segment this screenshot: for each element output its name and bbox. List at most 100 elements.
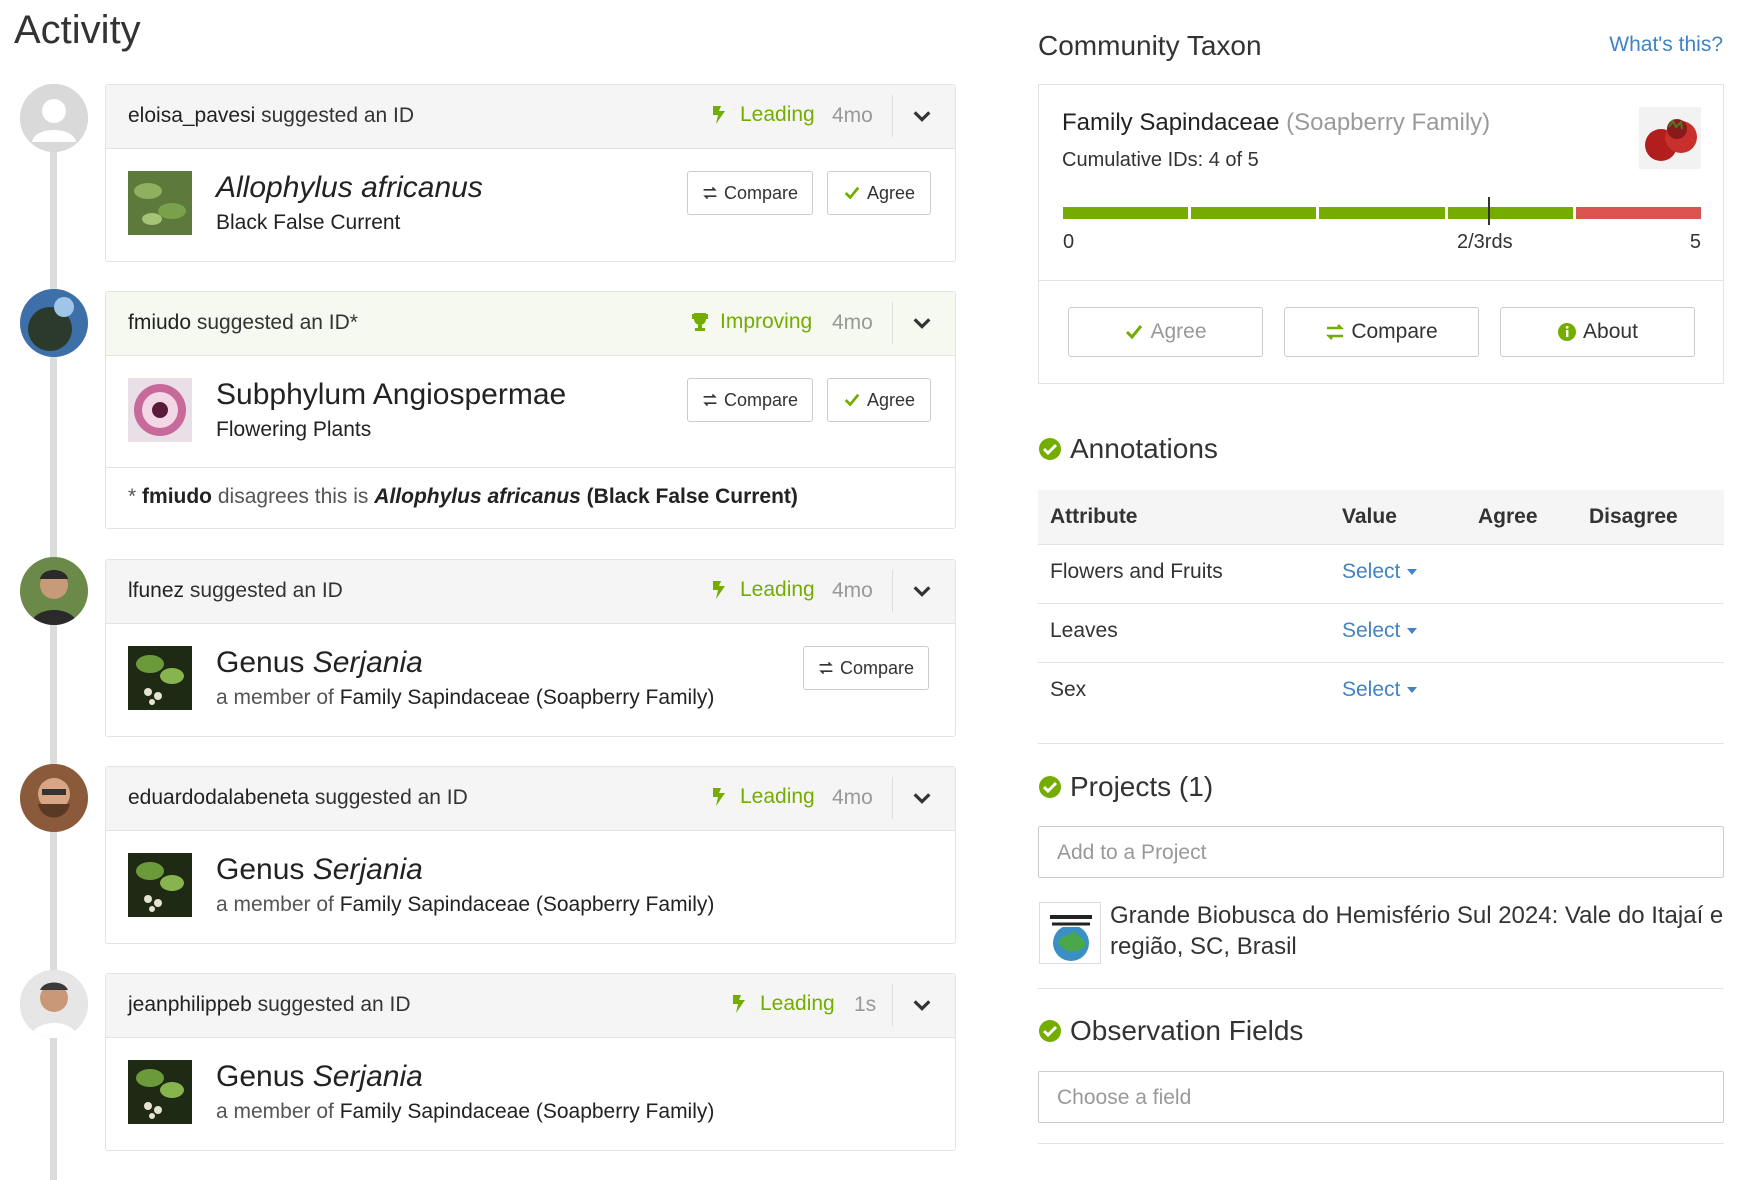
avatar[interactable] [20,764,88,832]
taxon-photo[interactable] [128,853,192,917]
id-author: jeanphilippeb suggested an ID [128,993,411,1017]
taxon-name[interactable]: Genus Serjania [216,1060,423,1093]
divider [892,984,893,1026]
check-icon [1126,325,1143,340]
community-compare-button[interactable]: Compare [1284,307,1479,357]
check-circle-icon [1039,776,1061,798]
activity-heading: Activity [14,8,141,52]
parent-taxon: a member of Family Sapindaceae (Soapberr… [216,1100,715,1123]
action-text: suggested an ID [261,104,415,127]
chevron-down-icon[interactable] [911,312,933,334]
chevron-down-icon[interactable] [911,994,933,1016]
divider [892,570,893,612]
avatar[interactable] [20,557,88,625]
parent-taxon: a member of Family Sapindaceae (Soapberr… [216,893,715,916]
status-leading: Leading [708,103,815,127]
chevron-down-icon[interactable] [911,787,933,809]
taxon-link[interactable]: Allophylus africanus [374,485,581,508]
check-icon [844,393,860,407]
chevron-down-icon[interactable] [911,105,933,127]
age: 1s [854,993,877,1016]
community-taxon-name[interactable]: Family Sapindaceae (Soapberry Family) [1062,109,1491,136]
table-row: Flowers and Fruits Select [1038,544,1724,603]
value-select[interactable]: Select [1342,678,1418,702]
agree-button[interactable]: Agree [827,378,931,422]
action-text: suggested an ID* [196,311,358,334]
taxon-name[interactable]: Subphylum Angiospermae [216,378,567,411]
taxon-name[interactable]: Genus Serjania [216,853,423,886]
card-header: lfunez suggested an ID Leading 4mo [106,560,955,624]
age: 4mo [832,104,873,127]
caret-down-icon [1407,628,1418,634]
bar-label-max: 5 [1689,231,1701,253]
card-body: Genus Serjania a member of Family Sapind… [106,624,955,735]
project-item[interactable]: Grande Biobusca do Hemisfério Sul 2024: … [1038,900,1724,966]
taxon-name[interactable]: Allophylus africanus [216,171,483,204]
compare-button[interactable]: Compare [687,378,813,422]
taxon-photo[interactable] [128,378,192,442]
agree-button[interactable]: Agree [827,171,931,215]
status-leading: Leading [708,578,815,602]
value-select[interactable]: Select [1342,560,1418,584]
chevron-down-icon[interactable] [911,580,933,602]
avatar[interactable] [20,970,88,1038]
project-logo[interactable] [1039,902,1101,964]
timeline-line [50,150,57,1180]
identification-card: fmiudo suggested an ID* Improving 4mo Su… [105,291,956,529]
identification-card: eduardodalabeneta suggested an ID Leadin… [105,766,956,944]
whats-this-link[interactable]: What's this? [1609,33,1723,56]
annotations-table: Attribute Value Agree Disagree Flowers a… [1038,490,1724,721]
common-name: Black False Current [216,211,401,234]
username-link[interactable]: eloisa_pavesi [128,104,256,127]
divider [1038,1143,1724,1144]
action-text: suggested an ID [314,786,468,809]
observation-fields-title[interactable]: Observation Fields [1038,1015,1303,1047]
col-agree: Agree [1478,505,1538,528]
caret-down-icon [1407,569,1418,575]
compare-button[interactable]: Compare [803,646,929,690]
two-thirds-marker [1488,197,1490,225]
exchange-icon [819,661,833,675]
caret-down-icon [1407,687,1418,693]
agree-segment [1191,207,1317,219]
compare-button[interactable]: Compare [687,171,813,215]
taxon-photo[interactable] [128,646,192,710]
exchange-icon [1326,324,1345,340]
action-text: suggested an ID [257,993,411,1016]
taxon-photo[interactable] [128,1060,192,1124]
status-leading: Leading [728,992,835,1016]
community-agree-button[interactable]: Agree [1068,307,1263,357]
table-header: Attribute Value Agree Disagree [1038,490,1724,544]
divider [892,95,893,137]
username-link[interactable]: lfunez [128,579,185,602]
bar-label-min: 0 [1063,231,1075,253]
community-about-button[interactable]: About [1500,307,1695,357]
community-taxon-photo[interactable] [1639,107,1701,169]
attribute-label: Leaves [1050,619,1118,642]
projects-title[interactable]: Projects (1) [1038,771,1213,803]
community-taxon-box: Family Sapindaceae (Soapberry Family) Cu… [1038,84,1724,384]
bar-label-threshold: 2/3rds [1457,231,1513,253]
trophy-icon [692,313,708,331]
status-improving: Improving [688,310,812,334]
annotations-title[interactable]: Annotations [1038,433,1218,465]
value-select[interactable]: Select [1342,619,1418,643]
avatar[interactable] [20,289,88,357]
taxon-name[interactable]: Genus Serjania [216,646,423,679]
card-header: eloisa_pavesi suggested an ID Leading 4m… [106,85,955,149]
username-link[interactable]: eduardodalabeneta [128,786,310,809]
username-link[interactable]: fmiudo [142,485,213,508]
project-name[interactable]: Grande Biobusca do Hemisfério Sul 2024: … [1110,902,1724,960]
info-icon [1558,323,1577,341]
choose-field-input[interactable]: Choose a field [1038,1071,1724,1123]
check-circle-icon [1039,1020,1061,1042]
username-link[interactable]: fmiudo [128,311,192,334]
card-body: Allophylus africanus Black False Current… [106,149,955,260]
card-body: Subphylum Angiospermae Flowering Plants … [106,356,955,467]
username-link[interactable]: jeanphilippeb [128,993,252,1016]
id-author: fmiudo suggested an ID* [128,311,358,335]
avatar[interactable] [20,84,88,152]
add-project-input[interactable]: Add to a Project [1038,826,1724,878]
card-header: fmiudo suggested an ID* Improving 4mo [106,292,955,356]
taxon-photo[interactable] [128,171,192,235]
